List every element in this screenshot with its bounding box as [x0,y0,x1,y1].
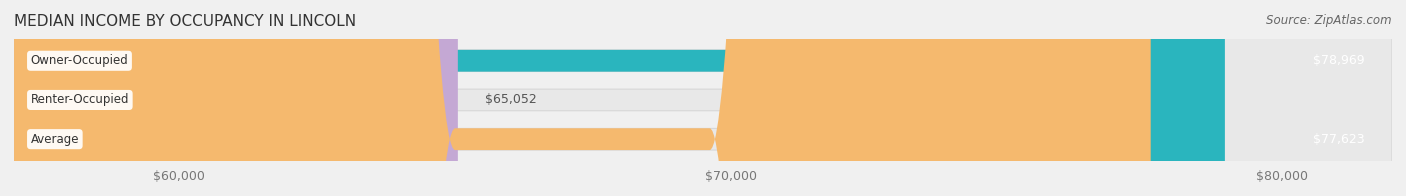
Text: Renter-Occupied: Renter-Occupied [31,93,129,106]
Text: $65,052: $65,052 [485,93,537,106]
Text: Average: Average [31,133,79,146]
Text: MEDIAN INCOME BY OCCUPANCY IN LINCOLN: MEDIAN INCOME BY OCCUPANCY IN LINCOLN [14,14,356,29]
FancyBboxPatch shape [14,0,1392,196]
FancyBboxPatch shape [14,0,1225,196]
FancyBboxPatch shape [14,0,458,196]
FancyBboxPatch shape [14,0,1392,196]
Text: Source: ZipAtlas.com: Source: ZipAtlas.com [1267,14,1392,27]
FancyBboxPatch shape [14,0,1392,196]
Text: $77,623: $77,623 [1313,133,1364,146]
Text: $78,969: $78,969 [1313,54,1364,67]
FancyBboxPatch shape [14,0,1150,196]
Text: Owner-Occupied: Owner-Occupied [31,54,128,67]
